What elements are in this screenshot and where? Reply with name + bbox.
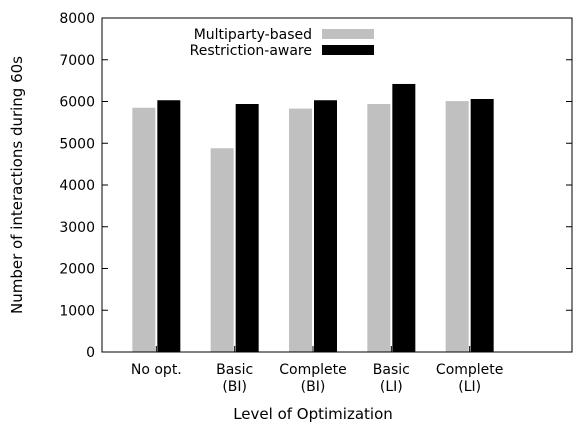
- y-tick-label: 0: [86, 345, 95, 361]
- bar-restriction-aware: [235, 104, 259, 352]
- x-tick-label: Complete (LI): [436, 362, 503, 395]
- bar-multiparty-based: [210, 148, 234, 352]
- bar-multiparty-based: [445, 101, 469, 353]
- x-tick-label: Complete (BI): [279, 362, 346, 395]
- y-tick-label: 6000: [59, 95, 95, 111]
- y-tick-label: 4000: [59, 178, 95, 194]
- bar-group: [132, 83, 494, 353]
- y-tick-label: 7000: [59, 53, 95, 69]
- x-tick-label: No opt.: [131, 362, 182, 378]
- y-tick-label: 5000: [59, 136, 95, 152]
- y-tick-label: 1000: [59, 303, 95, 319]
- bar-restriction-aware: [157, 100, 181, 352]
- y-tick-label: 2000: [59, 262, 95, 278]
- plot-frame: [101, 17, 573, 353]
- bar-restriction-aware: [392, 83, 416, 352]
- y-tick-label: 8000: [59, 11, 95, 27]
- bar-restriction-aware: [470, 98, 494, 353]
- bar-multiparty-based: [289, 108, 312, 352]
- bar-restriction-aware: [314, 100, 337, 352]
- y-axis: 0 1000 2000 3000 4000 5000 6000 7000 8000: [59, 11, 572, 361]
- legend-swatch: [322, 45, 374, 55]
- bar-multiparty-based: [132, 107, 156, 352]
- bar-multiparty-based: [367, 104, 391, 352]
- x-axis: No opt. Basic (BI) Complete (BI) Basic (LI) Com…: [131, 346, 503, 395]
- legend-label: Restriction-aware: [190, 43, 312, 59]
- y-tick-label: 3000: [59, 220, 95, 236]
- legend-label: Multiparty-based: [194, 27, 312, 43]
- x-tick-label: Basic (LI): [373, 362, 410, 395]
- legend-swatch: [322, 29, 374, 39]
- x-tick-label: Basic (BI): [216, 362, 253, 395]
- y-axis-title: Number of interactions during 60s: [8, 56, 26, 314]
- x-axis-title: Level of Optimization: [233, 405, 393, 423]
